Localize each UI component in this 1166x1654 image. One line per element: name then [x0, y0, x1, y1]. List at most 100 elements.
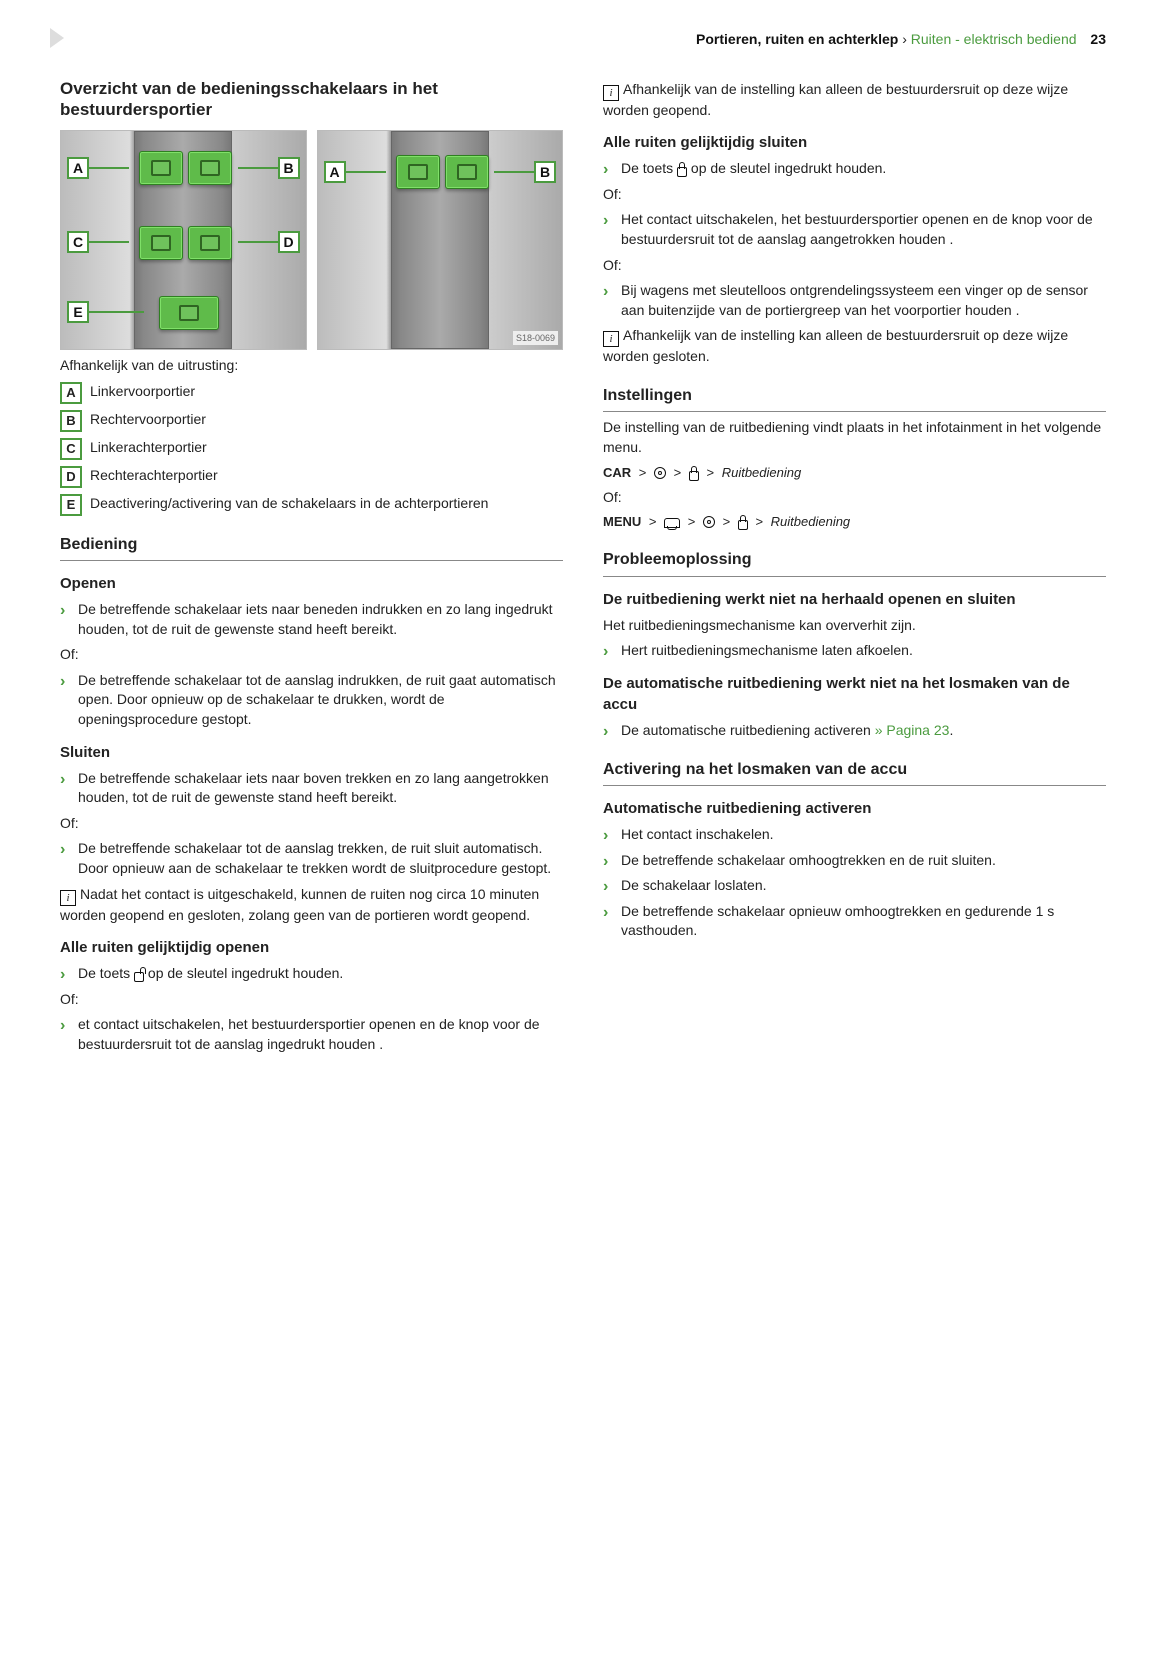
sluiten-list-1: De betreffende schakelaar iets naar bove…: [60, 769, 563, 808]
figure-panel-left: A B C D E: [60, 130, 307, 350]
problem1-step: Hert ruitbedieningsmechanisme laten afko…: [603, 641, 1106, 661]
leader-d: [238, 241, 278, 243]
all-close-list-3: Bij wagens met sleutelloos ontgrendeling…: [603, 281, 1106, 320]
activ-step-4: De betreffende schakelaar opnieuw omhoog…: [603, 902, 1106, 941]
page: Portieren, ruiten en achterklep › Ruiten…: [0, 0, 1166, 1101]
all-close-1-post: op de sleutel ingedrukt houden.: [687, 160, 886, 176]
p2-pre: De automatische ruitbediening activeren: [621, 722, 875, 738]
legend-text-a: Linkervoorportier: [90, 382, 195, 402]
of-r1: Of:: [603, 185, 1106, 205]
instellingen-text: De instelling van de ruitbediening vindt…: [603, 418, 1106, 457]
legend-letter-b: B: [60, 410, 82, 432]
info-open-text: Afhankelijk van de instelling kan alleen…: [603, 81, 1068, 118]
all-open-step-1: De toets op de sleutel ingedrukt houden.: [60, 964, 563, 984]
path-sep: >: [674, 465, 682, 480]
probleem-heading: Probleemoplossing: [603, 549, 1106, 576]
switch-b: [188, 151, 232, 185]
info-icon: i: [60, 890, 76, 906]
path1-end: Ruitbediening: [722, 465, 802, 480]
switch-e: [159, 296, 219, 330]
info-close-text: Afhankelijk van de instelling kan alleen…: [603, 327, 1068, 364]
path-sep: >: [639, 465, 647, 480]
p2-post: .: [949, 722, 953, 738]
of-3: Of:: [60, 990, 563, 1010]
legend-item-a: ALinkervoorportier: [60, 382, 563, 404]
activering-list: Het contact inschakelen. De betreffende …: [603, 825, 1106, 941]
instellingen-heading: Instellingen: [603, 385, 1106, 412]
problem2-step: De automatische ruitbediening activeren …: [603, 721, 1106, 741]
breadcrumb-subsection: Ruiten - elektrisch bediend: [911, 31, 1077, 47]
problem2-heading: De automatische ruitbediening werkt niet…: [603, 673, 1106, 715]
leader-b: [238, 167, 278, 169]
leader-c: [89, 241, 129, 243]
sluiten-list-2: De betreffende schakelaar tot de aanslag…: [60, 839, 563, 878]
legend-letter-c: C: [60, 438, 82, 460]
all-open-list-2: et contact uitschakelen, het bestuurders…: [60, 1015, 563, 1054]
path-sep: >: [755, 514, 763, 529]
activ-step-1: Het contact inschakelen.: [603, 825, 1106, 845]
breadcrumb-section: Portieren, ruiten en achterklep: [696, 31, 898, 47]
path-sep: >: [706, 465, 714, 480]
all-close-list-1: De toets op de sleutel ingedrukt houden.: [603, 159, 1106, 179]
figure-caption: Afhankelijk van de uitrusting:: [60, 356, 563, 376]
figure-label-e: E: [67, 301, 89, 323]
car-icon: [664, 518, 680, 528]
path-sep: >: [723, 514, 731, 529]
info-note-open: iAfhankelijk van de instelling kan allee…: [603, 80, 1106, 121]
figure: A B C D E A B: [60, 130, 563, 350]
of-2: Of:: [60, 814, 563, 834]
path2-kw: MENU: [603, 514, 641, 529]
info-note-close: iAfhankelijk van de instelling kan allee…: [603, 326, 1106, 367]
content-columns: Overzicht van de bedieningsschakelaars i…: [60, 74, 1106, 1061]
breadcrumb-sep: ›: [898, 31, 910, 47]
legend-item-c: C Linkerachterportier: [60, 438, 563, 460]
of-r2: Of:: [603, 256, 1106, 276]
all-open-1-post: op de sleutel ingedrukt houden.: [144, 965, 343, 981]
all-close-1-pre: De toets: [621, 160, 677, 176]
legend-text-c: Linkerachterportier: [90, 438, 207, 458]
lock-icon: [689, 471, 699, 481]
all-close-heading: Alle ruiten gelijktijdig sluiten: [603, 132, 1106, 153]
all-close-list-2: Het contact uitschakelen, het bestuurder…: [603, 210, 1106, 249]
legend-text-e: Deactivering/activering van de schakelaa…: [90, 494, 488, 514]
info-text-1: Nadat het contact is uitgeschakeld, kunn…: [60, 886, 539, 923]
switch-c: [139, 226, 183, 260]
switch-a: [139, 151, 183, 185]
figure-label-d: D: [278, 231, 300, 253]
info-icon: i: [603, 331, 619, 347]
openen-heading: Openen: [60, 573, 563, 594]
switch-a2: [396, 155, 440, 189]
openen-list-1: De betreffende schakelaar iets naar bene…: [60, 600, 563, 639]
figure-label-c: C: [67, 231, 89, 253]
openen-step-2: De betreffende schakelaar tot de aanslag…: [60, 671, 563, 730]
path2-end: Ruitbediening: [771, 514, 851, 529]
legend-text-d: Rechterachterportier: [90, 466, 218, 486]
settings-icon: [654, 467, 666, 479]
all-open-heading: Alle ruiten gelijktijdig openen: [60, 937, 563, 958]
sluiten-step-1: De betreffende schakelaar iets naar bove…: [60, 769, 563, 808]
legend-list: ALinkervoorportier BRechtervoorportier C…: [60, 382, 563, 516]
legend-item-d: DRechterachterportier: [60, 466, 563, 488]
overview-heading: Overzicht van de bedieningsschakelaars i…: [60, 78, 563, 121]
leader-a2: [346, 171, 386, 173]
all-open-1-pre: De toets: [78, 965, 134, 981]
switch-d: [188, 226, 232, 260]
page-link-23[interactable]: » Pagina 23: [875, 722, 950, 738]
legend-item-b: BRechtervoorportier: [60, 410, 563, 432]
activering-heading: Activering na het losmaken van de accu: [603, 759, 1106, 786]
leader-b2: [494, 171, 534, 173]
all-close-step-3: Bij wagens met sleutelloos ontgrendeling…: [603, 281, 1106, 320]
leader-a: [89, 167, 129, 169]
all-close-step-1: De toets op de sleutel ingedrukt houden.: [603, 159, 1106, 179]
path-sep: >: [649, 514, 657, 529]
figure-reference: S18-0069: [513, 331, 558, 346]
figure-label-a2: A: [324, 161, 346, 183]
activ-step-3: De schakelaar loslaten.: [603, 876, 1106, 896]
left-column: Overzicht van de bedieningsschakelaars i…: [60, 74, 563, 1061]
legend-letter-e: E: [60, 494, 82, 516]
figure-label-b: B: [278, 157, 300, 179]
activering-sub: Automatische ruitbediening activeren: [603, 798, 1106, 819]
switch-b2: [445, 155, 489, 189]
leader-e: [89, 311, 144, 313]
page-header: Portieren, ruiten en achterklep › Ruiten…: [60, 20, 1106, 56]
